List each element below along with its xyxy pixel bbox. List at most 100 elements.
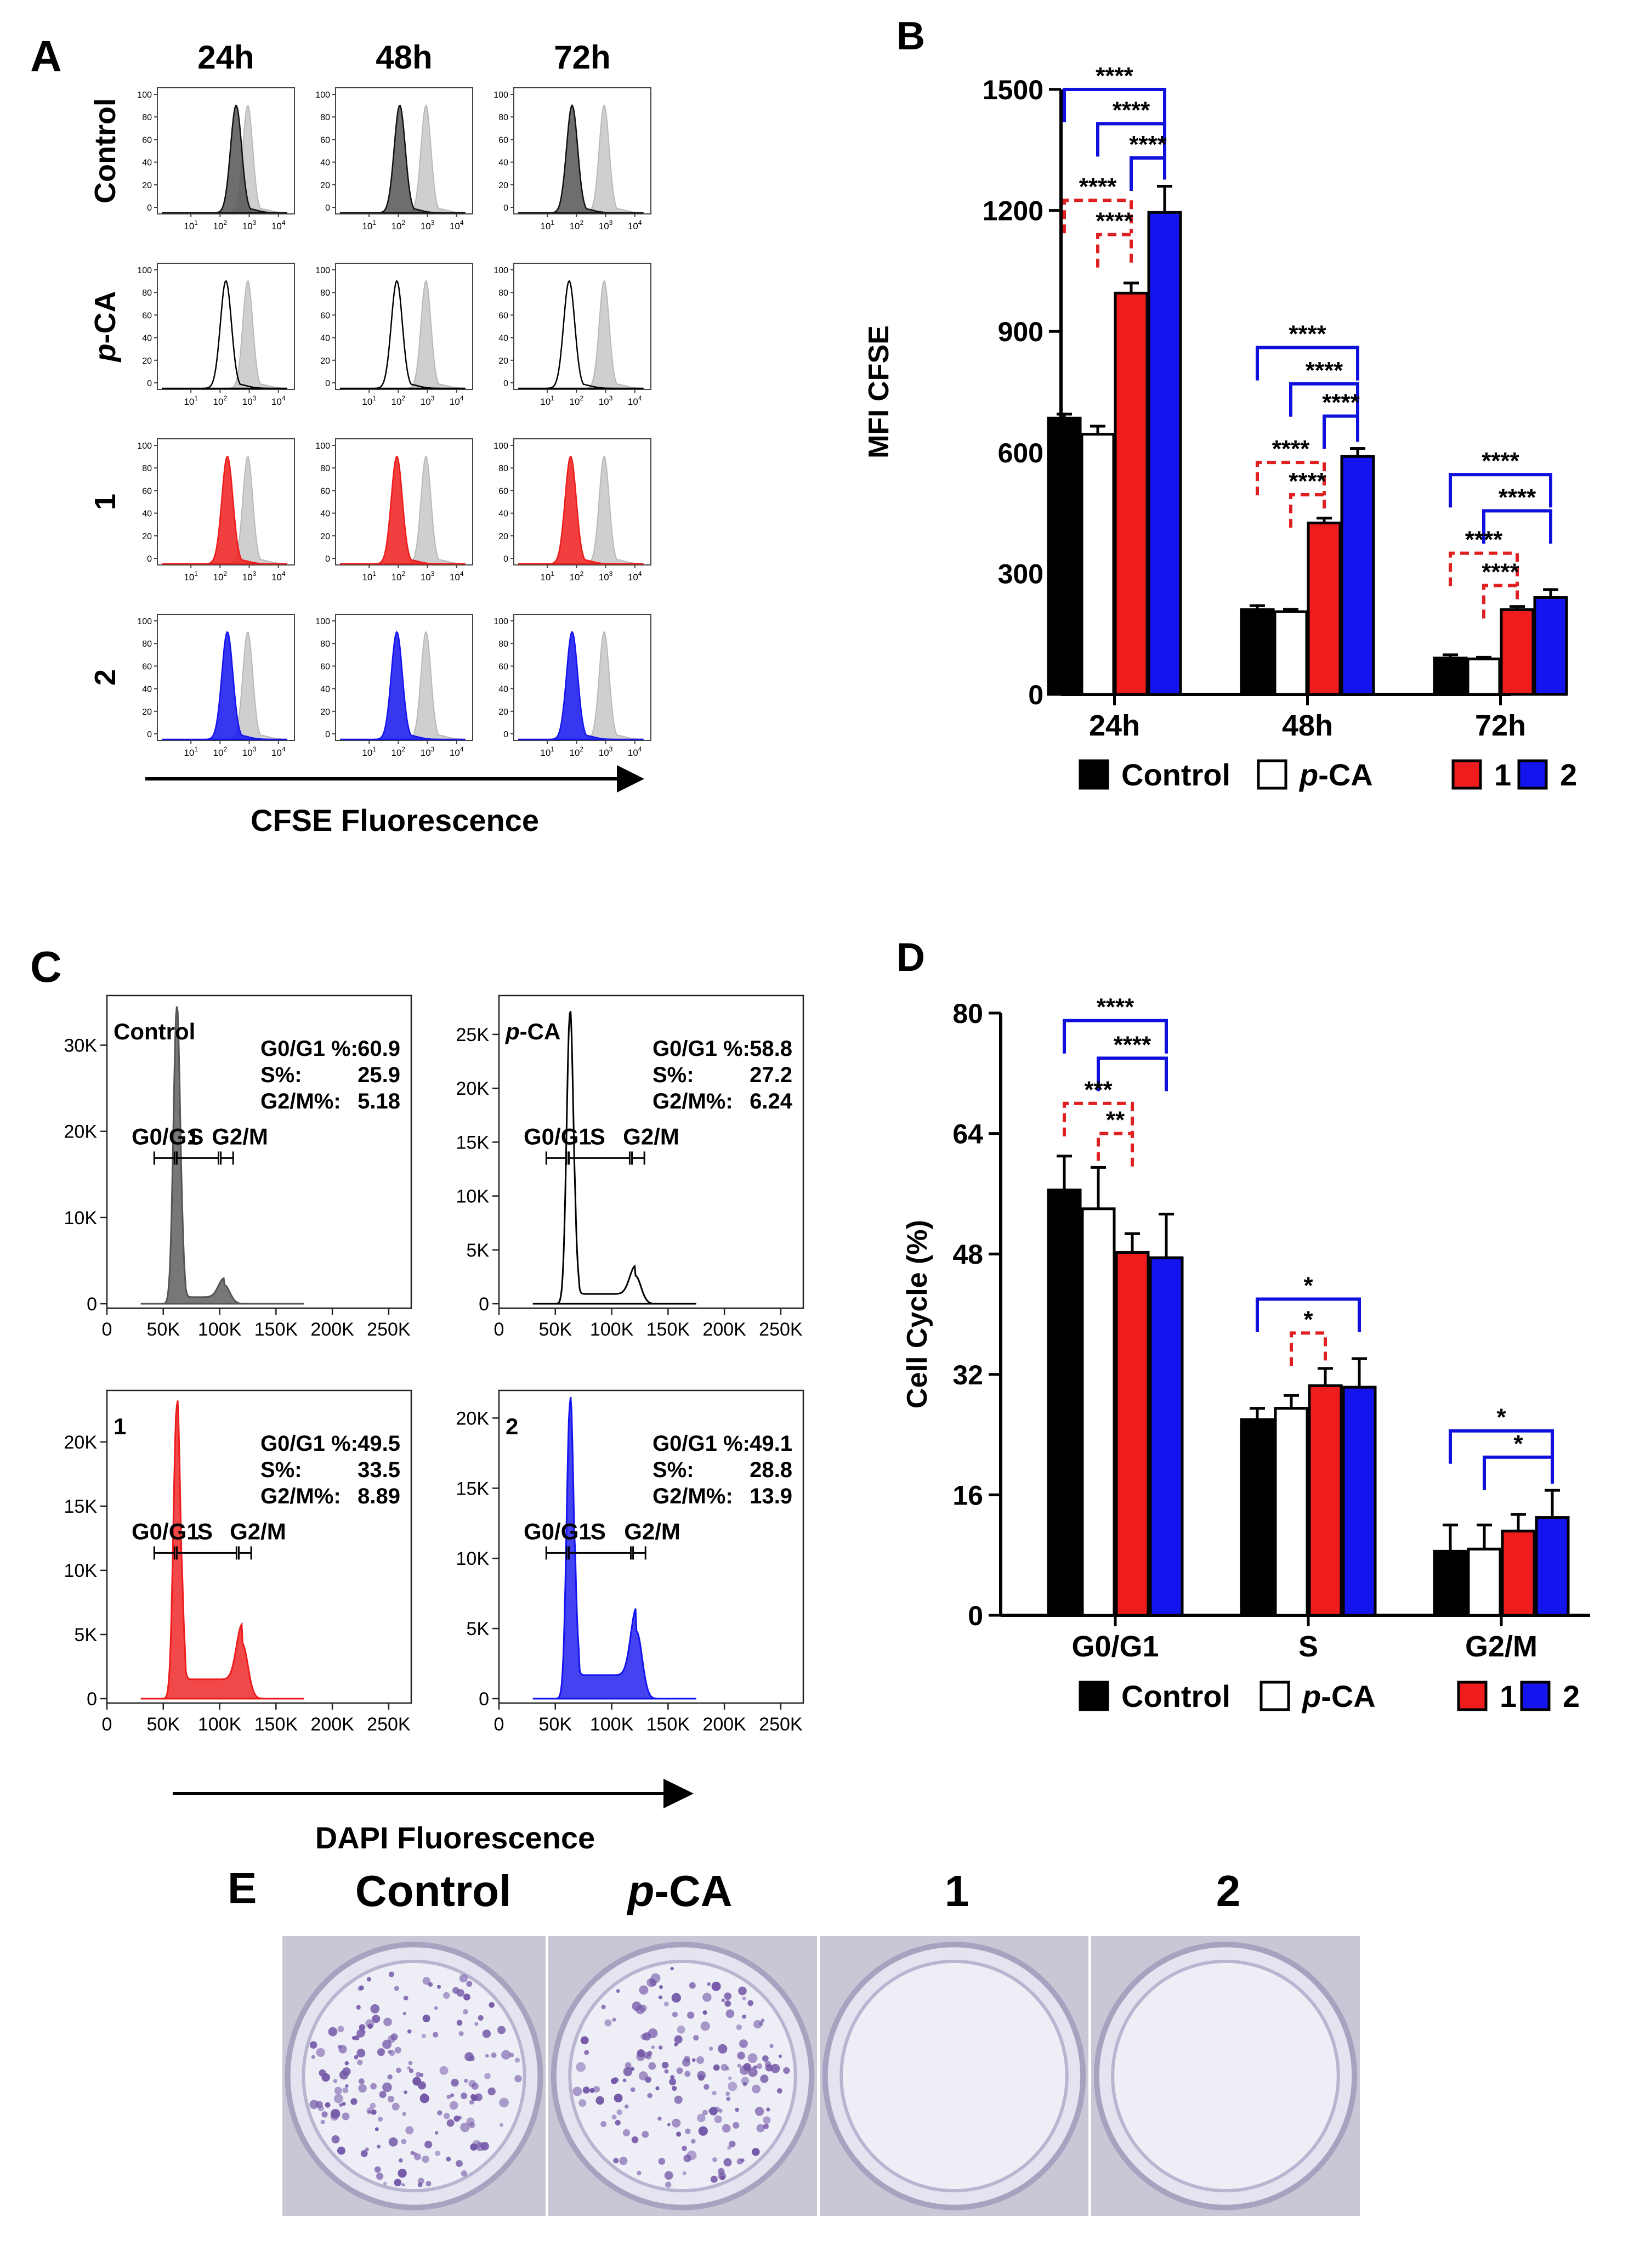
legend-swatch	[1079, 1681, 1109, 1711]
dna-histogram-plot: 0 50K 100K 150K 200K 250K 0 10K 20K 30K Control G0/…	[64, 994, 412, 1340]
colony	[725, 2091, 730, 2096]
x-tick-label: 104	[450, 394, 464, 407]
colony	[604, 2019, 612, 2027]
colony	[328, 2027, 338, 2037]
colony	[687, 2011, 695, 2019]
colony	[612, 2077, 619, 2083]
histogram-plot: 0 20 40 60 80 100 101 102 103 104	[493, 438, 651, 582]
x-tick-label: 24h	[1089, 709, 1140, 742]
bar-4	[1147, 211, 1182, 696]
plot-frame	[498, 994, 804, 1309]
colony	[658, 1995, 663, 2000]
colony	[418, 2081, 426, 2090]
colony	[623, 2067, 633, 2077]
y-tick-label: 1500	[983, 75, 1043, 105]
colony	[325, 2102, 331, 2108]
bar-3	[1114, 291, 1149, 696]
colony	[738, 1986, 747, 1995]
y-tick-label: 20	[142, 181, 152, 190]
significance-bracket	[1289, 493, 1326, 528]
colony	[470, 2143, 478, 2151]
colony	[463, 1993, 470, 2001]
y-tick-label: 40	[320, 334, 330, 343]
y-tick-label: 40	[142, 334, 152, 343]
sample-name: p-CA	[505, 1019, 560, 1044]
colony	[422, 1977, 430, 1985]
stat-value: 49.5	[358, 1432, 400, 1456]
col-header-72h: 72h	[554, 39, 610, 76]
colony	[437, 2110, 442, 2116]
colony	[622, 2129, 631, 2136]
colony	[600, 2121, 607, 2128]
colony	[684, 2071, 691, 2077]
y-tick-label: 80	[320, 113, 330, 122]
x-tick-label: 103	[242, 570, 257, 582]
plot-frame	[335, 263, 473, 390]
colony	[377, 2145, 381, 2149]
colony	[648, 2028, 658, 2038]
colony	[658, 2158, 666, 2165]
colony	[778, 2055, 782, 2058]
colony	[616, 1989, 620, 1993]
colony	[658, 2045, 663, 2050]
legend-label: 1	[1500, 1679, 1517, 1713]
colony	[756, 2124, 765, 2133]
y-tick-label: 900	[998, 316, 1043, 347]
colony	[665, 2181, 672, 2188]
bar-3	[1308, 1384, 1343, 1617]
colony	[721, 1998, 725, 2002]
x-tick-label: 104	[628, 219, 642, 231]
colony	[595, 2096, 604, 2105]
colony	[379, 2091, 387, 2099]
stat-value: 28.8	[750, 1458, 792, 1482]
colony	[459, 1974, 468, 1983]
colony	[377, 2048, 385, 2056]
bar-2	[1081, 1207, 1116, 1617]
colony	[776, 2088, 782, 2094]
colony	[383, 2017, 392, 2027]
colony	[357, 2060, 363, 2066]
axis-arrow-head	[617, 765, 644, 793]
panel-label-e: E	[228, 1864, 257, 1913]
colony	[648, 2062, 656, 2070]
bar-3	[1501, 1529, 1536, 1617]
colony	[436, 1984, 441, 1989]
y-tick-label: 48	[952, 1239, 983, 1270]
x-tick-label: 72h	[1475, 709, 1526, 742]
sample-histogram	[518, 455, 644, 565]
x-tick-label: G2/M	[1465, 1630, 1537, 1663]
bar-2	[1274, 1407, 1309, 1617]
colony	[398, 2169, 407, 2178]
bar-2	[1080, 433, 1115, 696]
colony	[645, 2076, 651, 2083]
sample-histogram	[340, 104, 466, 214]
y-tick-label: 30K	[64, 1036, 98, 1056]
colony	[501, 2050, 511, 2060]
y-tick-label: 100	[493, 442, 508, 451]
y-tick-label: 40	[320, 510, 330, 519]
colony	[754, 2107, 764, 2116]
histogram-plot: 0 20 40 60 80 100 101 102 103 104	[137, 614, 295, 758]
colony	[482, 2029, 491, 2038]
significance-stars: ****	[1097, 994, 1134, 1021]
gate-label: G2/M	[623, 1123, 679, 1149]
colony	[622, 2078, 627, 2083]
colony	[722, 2124, 731, 2133]
colony	[350, 2098, 358, 2105]
colony	[470, 2094, 476, 2100]
colony	[451, 2079, 459, 2087]
y-tick-label: 10K	[64, 1208, 98, 1229]
stat-value: 13.9	[750, 1484, 792, 1508]
y-tick-label: 10K	[64, 1560, 98, 1581]
x-tick-label: 104	[628, 394, 642, 407]
colony	[352, 2036, 356, 2040]
sample-histogram	[162, 280, 287, 389]
y-tick-label: 40	[498, 334, 508, 343]
x-tick-label: 250K	[759, 1319, 803, 1340]
y-tick-label: 0	[503, 555, 508, 564]
colony	[500, 2123, 503, 2127]
colony	[674, 2043, 678, 2046]
y-tick-label: 60	[498, 311, 508, 320]
colony	[378, 2117, 383, 2122]
